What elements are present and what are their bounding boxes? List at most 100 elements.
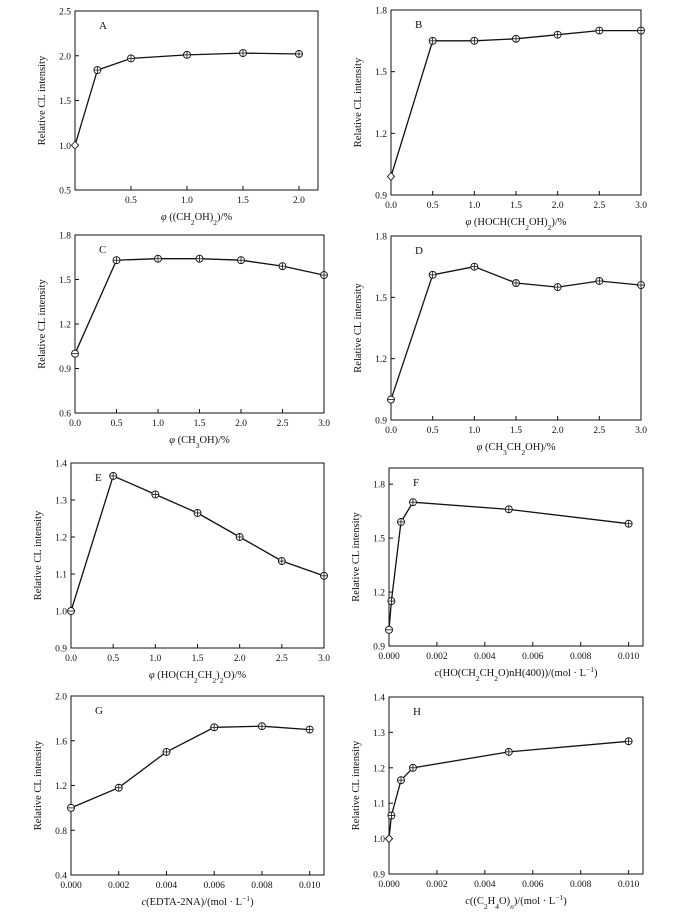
x-axis-label-part: ) [594, 668, 598, 679]
x-tick-label: 1.0 [149, 654, 161, 664]
data-point [504, 747, 513, 756]
y-tick-label: 1.1 [55, 571, 67, 581]
data-point [210, 723, 219, 732]
chart-panel-h: 0.000 0.002 0.004 0.006 0.008 0.010 0.9 1.0 1.1 1… [351, 694, 644, 911]
x-tick-label: 0.008 [570, 880, 592, 890]
x-axis-label-part: 2 [484, 902, 488, 911]
x-axis-label-part: −1 [555, 893, 563, 902]
x-axis-label-part: ) [216, 670, 220, 681]
x-tick-label: 0.002 [426, 880, 448, 890]
chart-panel-e: 0.0 0.5 1.0 1.5 2.0 2.5 3.0 0.9 1.0 1.1 1.2 1.3 1.4 E… [33, 460, 330, 685]
panel-letter: G [95, 705, 103, 717]
x-axis-label-part: −1 [586, 665, 594, 674]
x-axis-label-part: H [488, 896, 496, 907]
x-tick-label: 1.5 [237, 196, 249, 206]
data-point [428, 36, 437, 45]
x-axis-label-part: 3 [503, 448, 507, 457]
data-point [470, 36, 479, 45]
data-point [387, 597, 396, 606]
x-tick-label: 0.008 [570, 652, 592, 662]
panel-letter: C [99, 244, 106, 256]
data-point [195, 254, 204, 263]
x-tick-label: 2.0 [552, 201, 564, 211]
y-axis-label: Relative CL intensity [351, 512, 362, 602]
y-tick-label: 1.5 [375, 68, 387, 78]
data-point [257, 722, 266, 731]
x-axis-label-part: 2 [521, 448, 525, 457]
y-tick-label: 1.4 [55, 460, 67, 470]
data-point [114, 783, 123, 792]
x-axis-label-part: (EDTA-2NA)/(mol · L [146, 897, 242, 908]
x-axis-label-part: c [465, 896, 470, 907]
plot-frame [388, 467, 644, 647]
data-point [67, 607, 75, 615]
y-tick-label: 1.2 [59, 321, 71, 331]
x-tick-label: 0.002 [108, 881, 130, 891]
series-line [388, 501, 629, 630]
x-axis-label-part: (CH [482, 442, 503, 453]
data-point [70, 140, 80, 150]
data-point [320, 571, 328, 580]
x-tick-label: 0.006 [204, 881, 226, 891]
y-tick-label: 1.2 [375, 130, 387, 140]
x-tick-label: 1.0 [468, 426, 480, 436]
series-line [70, 725, 310, 809]
y-axis-label: Relative CL intensity [33, 510, 44, 600]
data-point [553, 283, 562, 292]
y-tick-label: 1.2 [373, 764, 385, 774]
x-tick-label: 2.0 [552, 426, 564, 436]
data-point [637, 281, 645, 290]
data-point [470, 262, 479, 271]
x-axis-label-part: CH [480, 668, 495, 679]
y-tick-label: 1.2 [55, 534, 67, 544]
plot-frame [70, 695, 325, 876]
x-tick-label: 2.5 [277, 419, 289, 429]
x-tick-label: 0.0 [385, 201, 397, 211]
y-tick-label: 1.2 [55, 782, 67, 792]
x-axis-label-part: ((CH [167, 212, 192, 223]
panel-letter: D [415, 245, 423, 257]
y-tick-label: 1.8 [373, 481, 385, 491]
x-tick-label: 1.5 [192, 654, 204, 664]
x-axis-label: φ (HOCH(CH2OH)2)/% [465, 217, 566, 232]
x-axis-label-part: c [141, 897, 146, 908]
y-tick-label: 2.5 [59, 8, 71, 18]
data-point [624, 519, 633, 528]
y-tick-label: 1.0 [373, 835, 385, 845]
data-point [127, 54, 135, 63]
y-tick-label: 1.0 [55, 608, 67, 618]
y-tick-label: 2.0 [59, 52, 71, 62]
y-tick-label: 1.5 [375, 294, 387, 304]
panel-letter: B [415, 19, 422, 31]
x-tick-label: 0.004 [474, 652, 496, 662]
x-axis-label: c(HO(CH2CH2O)nH(400))/(mol · L−1) [434, 665, 598, 683]
y-tick-label: 1.5 [59, 97, 71, 107]
x-axis-label-part: 2 [213, 218, 217, 227]
x-tick-label: 0.5 [111, 419, 123, 429]
data-point [295, 50, 303, 58]
y-tick-label: 0.9 [373, 871, 385, 881]
y-tick-label: 0.9 [375, 417, 387, 427]
data-point [93, 66, 102, 75]
chart-panel-d: 0.0 0.5 1.0 1.5 2.0 2.5 3.0 0.9 1.2 1.5 1.8 D Relati… [353, 233, 647, 457]
data-point [409, 498, 417, 507]
y-axis-label: Relative CL intensity [353, 57, 364, 147]
x-tick-label: 1.5 [510, 426, 522, 436]
x-axis-label-part: 2 [476, 674, 480, 683]
x-axis-label-part: 2 [548, 223, 552, 232]
y-tick-label: 1.4 [373, 694, 385, 704]
x-axis-label-part: O)nH(400))/(mol · L [498, 668, 586, 679]
series-line [70, 475, 325, 612]
y-tick-label: 1.5 [59, 276, 71, 286]
data-point [239, 49, 247, 58]
y-axis-label: Relative CL intensity [37, 279, 48, 369]
x-axis-label-part: φ [477, 442, 483, 453]
x-axis-label-part: )/(mol · L [514, 896, 555, 907]
x-tick-label: 0.010 [618, 880, 640, 890]
x-axis-label-part: n [510, 902, 514, 911]
data-point [112, 256, 121, 265]
x-axis-label-part: 4 [495, 902, 499, 911]
x-tick-label: 2.5 [276, 654, 288, 664]
data-point [409, 763, 417, 772]
